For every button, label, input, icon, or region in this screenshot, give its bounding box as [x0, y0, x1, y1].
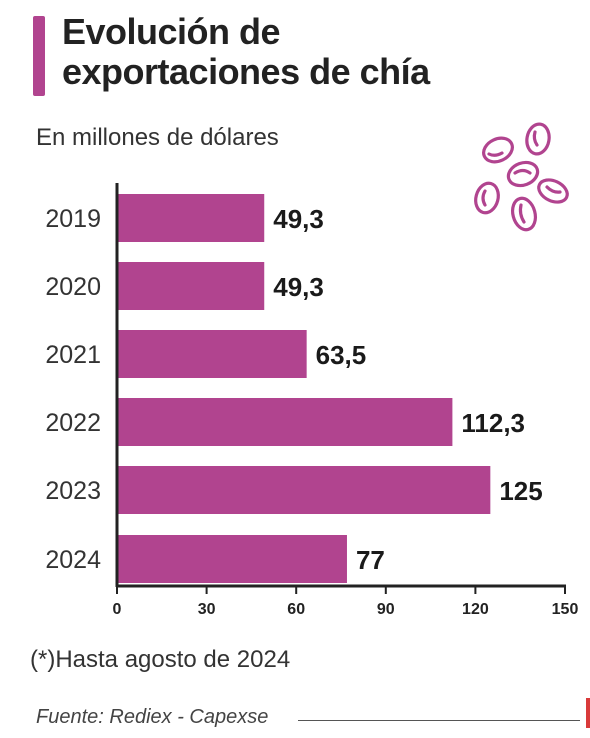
category-label: 2021 [45, 341, 101, 369]
value-label: 49,3 [273, 272, 324, 302]
value-label: 112,3 [461, 408, 525, 438]
x-tick-label: 150 [552, 601, 579, 618]
category-label: 2023 [45, 477, 101, 505]
source-divider [298, 720, 580, 721]
category-label: 2024 [45, 546, 101, 574]
bar-chart: 2019 49,3 2020 49,3 2021 63,5 2022 112,3 2023 125… [45, 183, 579, 618]
x-tick-label: 30 [198, 601, 216, 618]
bar-2023 [117, 466, 491, 514]
bar-2024 [117, 535, 347, 583]
footnote: (*)Hasta agosto de 2024 [30, 646, 291, 673]
bar-2022 [117, 398, 453, 446]
chart-title-line-2: exportaciones de chía [62, 51, 430, 92]
bar-2021 [117, 330, 307, 378]
title-accent-bar [33, 16, 45, 96]
category-label: 2019 [45, 205, 101, 233]
value-label: 63,5 [316, 340, 367, 370]
category-label: 2022 [45, 409, 101, 437]
category-label: 2020 [45, 273, 101, 301]
x-tick-label: 0 [113, 601, 122, 618]
bar-2019 [117, 194, 265, 242]
value-label: 77 [356, 545, 385, 575]
chart-title: Evolución de exportaciones de chía [62, 12, 562, 92]
chart-subtitle: En millones de dólares [36, 124, 279, 151]
chart-title-line-1: Evolución de [62, 11, 281, 52]
value-label: 49,3 [273, 204, 324, 234]
edge-marker [586, 698, 590, 728]
value-label: 125 [499, 476, 542, 506]
chia-seeds-icon [474, 122, 569, 232]
x-tick-label: 90 [377, 601, 395, 618]
x-tick-label: 60 [287, 601, 305, 618]
bar-2020 [117, 262, 265, 310]
x-tick-label: 120 [462, 601, 489, 618]
source-credit: Fuente: Rediex - Capexse [36, 706, 269, 728]
